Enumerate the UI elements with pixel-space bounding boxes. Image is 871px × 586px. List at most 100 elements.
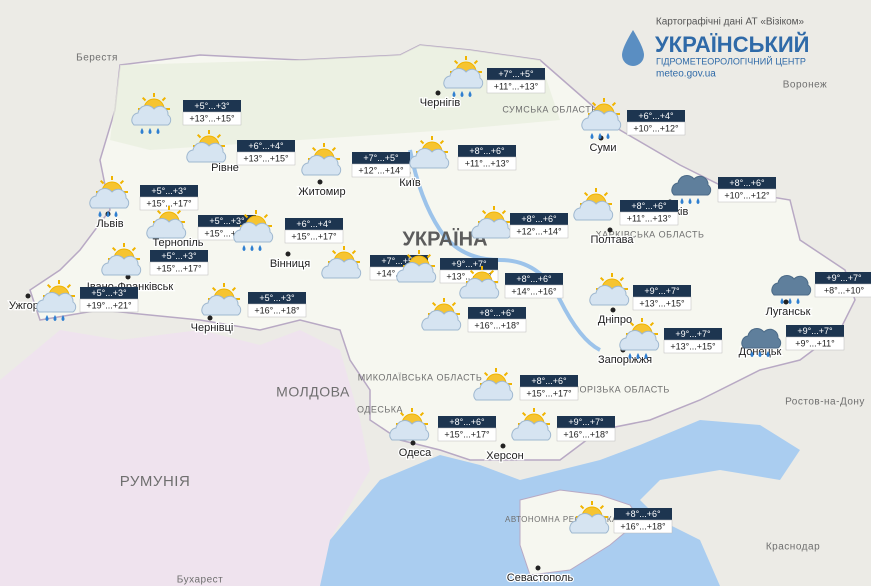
sun-ray <box>263 213 269 219</box>
weather-icon <box>89 176 130 217</box>
day-bg <box>556 427 616 442</box>
day-temp: +11°...+13° <box>465 158 510 168</box>
weather-icon <box>473 368 514 401</box>
cloud <box>321 258 362 279</box>
day-temp: +15°...+17° <box>291 231 337 241</box>
weather-icon <box>36 280 77 321</box>
weather-icon <box>569 501 610 534</box>
city-dot <box>25 293 31 299</box>
sun-ray <box>451 301 457 307</box>
rain-drop <box>61 315 65 321</box>
cloud <box>389 420 430 441</box>
logo-subtitle: ГІДРОМЕТЕОРОЛОГІЧНИЙ ЦЕНТР <box>656 55 806 66</box>
cloud <box>101 255 142 276</box>
night-bg <box>440 258 498 270</box>
cloud <box>473 380 514 401</box>
day-temp: +13°...+15° <box>243 153 289 163</box>
city-name: Чернігів <box>420 97 461 109</box>
day-temp: +13°...+15° <box>446 271 492 281</box>
weather-icon <box>573 188 614 221</box>
city-dot <box>783 299 789 305</box>
cloud <box>36 292 77 313</box>
region-label: ОДЕСЬКА <box>357 404 403 414</box>
credit: Картографічні дані АТ «Візіком» <box>656 16 805 28</box>
forecast-box: +7°...+5° +12°...+14° <box>351 152 411 178</box>
rain-drop <box>644 353 648 359</box>
night-temp: +6°...+4° <box>638 111 674 121</box>
city-name: Тернопіль <box>152 237 203 249</box>
night-temp: +8°...+6° <box>449 417 485 427</box>
cloud <box>569 513 610 534</box>
day-temp: +16°...+18° <box>620 521 666 531</box>
forecast-box: +8°...+6° +11°...+13° <box>619 200 679 226</box>
cloud <box>443 68 484 89</box>
city-dot <box>285 251 291 257</box>
night-temp: +9°...+7° <box>675 329 711 339</box>
forecast-box: +9°...+7° +13°...+15° <box>663 328 723 354</box>
night-bg <box>520 375 578 387</box>
city-name: Дніпро <box>598 314 632 326</box>
sun-ray <box>243 213 249 219</box>
rain-drop <box>796 298 800 304</box>
day-temp: +13°...+15° <box>189 113 235 123</box>
day-temp: +15°...+17° <box>204 228 250 238</box>
night-bg <box>458 145 516 157</box>
sun-ray <box>439 139 445 145</box>
rain-drop <box>140 128 144 134</box>
city-name: Полтава <box>590 234 634 246</box>
weather-icon <box>581 98 622 139</box>
sun-ray <box>579 504 585 510</box>
day-bg <box>613 519 673 534</box>
night-bg <box>438 416 496 428</box>
weather-icon <box>131 93 172 134</box>
romania <box>0 330 370 586</box>
day-temp: +10°...+12° <box>724 190 770 200</box>
city-dot <box>410 440 416 446</box>
day-bg <box>284 229 344 244</box>
weather-icon <box>421 298 462 331</box>
sun-ray <box>469 269 475 275</box>
rain-drop <box>106 211 110 217</box>
forecast-box: +5°...+3° +13°...+15° <box>182 100 242 126</box>
sun-ray <box>99 179 105 185</box>
rain-drop <box>250 245 254 251</box>
sun-ray <box>156 209 162 215</box>
sun-ray <box>501 209 507 215</box>
forecast-box: +8°...+6° +12°...+14° <box>509 213 569 239</box>
rain-drop <box>452 91 456 97</box>
sun-ray <box>331 249 337 255</box>
rain-drop <box>148 128 152 134</box>
rain-drop <box>114 211 118 217</box>
city-name: Львів <box>96 218 123 230</box>
night-temp: +5°...+3° <box>151 186 187 196</box>
region-label: Бухарест <box>177 575 224 586</box>
day-bg <box>437 427 497 442</box>
city-name: Луганськ <box>766 306 811 318</box>
sun-ray <box>619 276 625 282</box>
logo-title: УКРАЇНСЬКИЙ <box>655 32 809 57</box>
night-bg <box>620 200 678 212</box>
weather-icon <box>511 408 552 441</box>
day-bg <box>351 163 411 178</box>
logo: Картографічні дані АТ «Візіком» УКРАЇНСЬ… <box>622 16 809 80</box>
day-bg <box>504 284 564 299</box>
night-bg <box>718 177 776 189</box>
night-bg <box>237 140 295 152</box>
region-label: Берестя <box>76 53 118 64</box>
sun-ray <box>503 371 509 377</box>
sun-ray <box>311 146 317 152</box>
night-bg <box>815 272 871 284</box>
region-label: Ростов-на-Дону <box>785 397 865 408</box>
night-bg <box>150 250 208 262</box>
sun-ray <box>599 276 605 282</box>
sun-ray <box>453 59 459 65</box>
night-bg <box>505 273 563 285</box>
forecast-box: +9°...+7° +9°...+11° <box>785 325 845 351</box>
day-temp: +12°...+14° <box>358 165 404 175</box>
night-temp: +9°...+7° <box>451 259 487 269</box>
region-label: МОЛДОВА <box>276 384 350 400</box>
day-temp: +13°...+15° <box>639 298 685 308</box>
day-temp: +11°...+13° <box>627 213 672 223</box>
night-temp: +8°...+6° <box>729 178 765 188</box>
forecast-box: +6°...+4° +10°...+12° <box>626 110 686 136</box>
